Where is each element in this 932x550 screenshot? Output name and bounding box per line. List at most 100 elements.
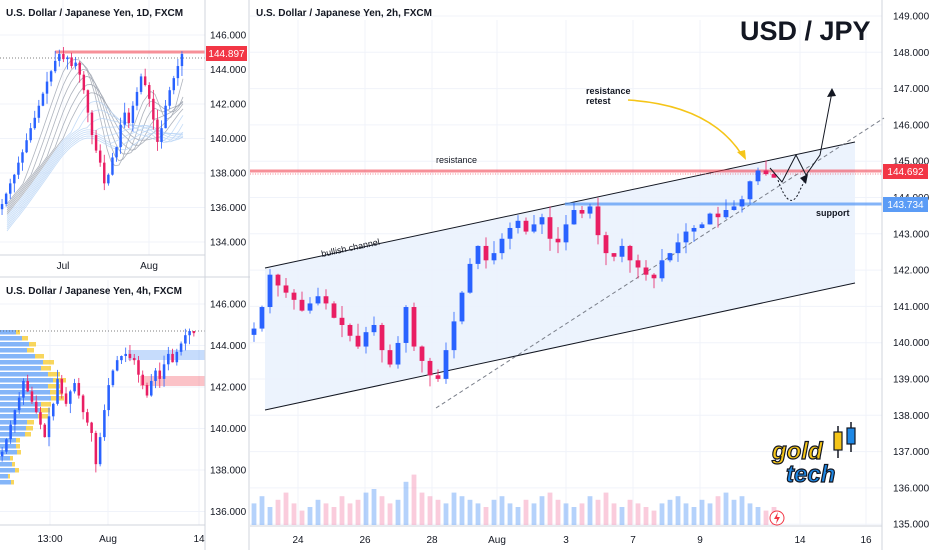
h2-y-tick: 146.000 [893,120,930,131]
h4-candle [192,331,196,334]
retest-arrow [627,99,743,156]
volume-bar [755,507,761,525]
volume-profile-bar-secondary [43,360,54,365]
daily-candle [160,128,163,142]
h2-candle [371,324,377,333]
volume-bar [531,503,537,525]
h4-candle [162,364,166,379]
h2-x-tick: Aug [488,535,506,546]
volume-profile-bar-secondary [8,474,10,479]
volume-profile-bar [0,468,15,473]
big-title: USD / JPY [740,16,871,46]
h4-time-axis[interactable]: 13:00 Aug 14 [37,534,205,545]
h2-price-axis[interactable]: 149.000148.000147.000146.000145.000144.0… [893,12,930,531]
goldtech-logo: gold tech [770,422,856,489]
h4-candle [132,358,136,361]
h2-candle [643,267,649,275]
h4-price-axis[interactable]: 146.000 144.000 142.000 140.000 138.000 136.0… [210,300,247,519]
h2-candle [283,285,289,293]
h2-candle [659,260,665,279]
daily-candle [94,135,98,151]
h4-candle [103,410,106,438]
daily-candle [111,157,114,175]
h2-candle [611,253,617,257]
h4-candle [5,439,8,452]
h2-candle [531,224,537,232]
daily-candle [33,117,36,129]
volume-bar [579,503,585,525]
volume-profile-bar-secondary [17,450,21,455]
lightning-icon[interactable] [769,510,785,526]
daily-y-tick: 140.000 [210,134,247,145]
daily-candle [115,147,118,158]
h2-chart-panel[interactable]: resistance resistance retest support bul… [250,0,885,526]
volume-profile [0,330,66,485]
h2-candle [443,350,449,379]
h2-candle [683,231,689,243]
volume-profile-bar [0,450,17,455]
volume-profile-bar [0,366,41,371]
daily-candle [135,91,139,106]
daily-y-tick: 146.000 [210,31,247,42]
h4-candle [81,395,85,413]
h2-price-label-bottom: 143.734 [887,200,924,211]
volume-bar [331,507,337,525]
h4-y-tick: 138.000 [210,466,247,477]
h2-candle [635,260,641,268]
h4-chart-panel[interactable]: U.S. Dollar / Japanese Yen, 4h, FXCM [0,280,205,525]
volume-bar [355,499,361,525]
h2-candle [563,224,569,243]
volume-bar [363,492,369,525]
channel-bottom-line[interactable] [264,282,856,411]
volume-bar [403,481,409,525]
volume-profile-bar [0,426,26,431]
h2-candle [475,245,481,264]
h4-y-tick: 140.000 [210,424,247,435]
h4-candle [184,335,187,344]
h2-x-tick: 9 [697,535,703,546]
h4-candle [47,416,51,438]
volume-profile-bar-secondary [15,468,19,473]
h4-candle [145,385,149,396]
h2-candle [595,206,601,236]
h4-candle [120,356,123,361]
volume-bar [699,499,705,525]
h2-candle [331,303,337,318]
daily-candle [127,112,131,123]
h2-x-tick: 26 [359,535,371,546]
volume-bar [563,503,569,525]
volume-profile-bar-secondary [35,354,44,359]
daily-chart-panel[interactable]: U.S. Dollar / Japanese Yen, 1D, FXCM [0,0,205,255]
h2-candle [347,324,353,336]
h2-candle [627,245,633,261]
h2-candle [747,181,753,200]
volume-bar [419,492,425,525]
h2-price-tag-top [883,164,928,179]
ma-ribbon-line [6,100,184,217]
daily-time-axis[interactable]: Jul Aug [57,261,158,272]
daily-candle [156,119,159,142]
daily-price-axis[interactable]: 146.000 144.000 142.000 140.000 138.000 136.0… [210,31,247,249]
h2-candle [651,274,657,279]
volume-bar [483,507,489,525]
volume-bar [763,510,769,525]
h2-price-label-top: 144.692 [887,167,924,178]
h4-candle [86,412,89,423]
h4-candle [90,422,93,433]
volume-profile-bar-secondary [48,372,60,377]
retest-dotted-path [777,177,807,201]
daily-y-tick: 144.000 [210,65,247,76]
h2-y-tick: 149.000 [893,12,930,23]
h4-candle [124,353,127,356]
h4-candle [43,424,47,438]
volume-bar [267,507,273,525]
h2-candle [691,227,697,232]
volume-profile-bar-secondary [26,426,33,431]
channel-top-line[interactable] [264,141,856,269]
volume-bars [251,474,777,525]
daily-candle [17,162,20,175]
h2-candle [587,206,593,214]
h2-candle [395,342,401,365]
h2-time-axis[interactable]: 24 26 28 Aug 3 7 9 14 16 [292,535,872,546]
volume-profile-bar [0,474,8,479]
